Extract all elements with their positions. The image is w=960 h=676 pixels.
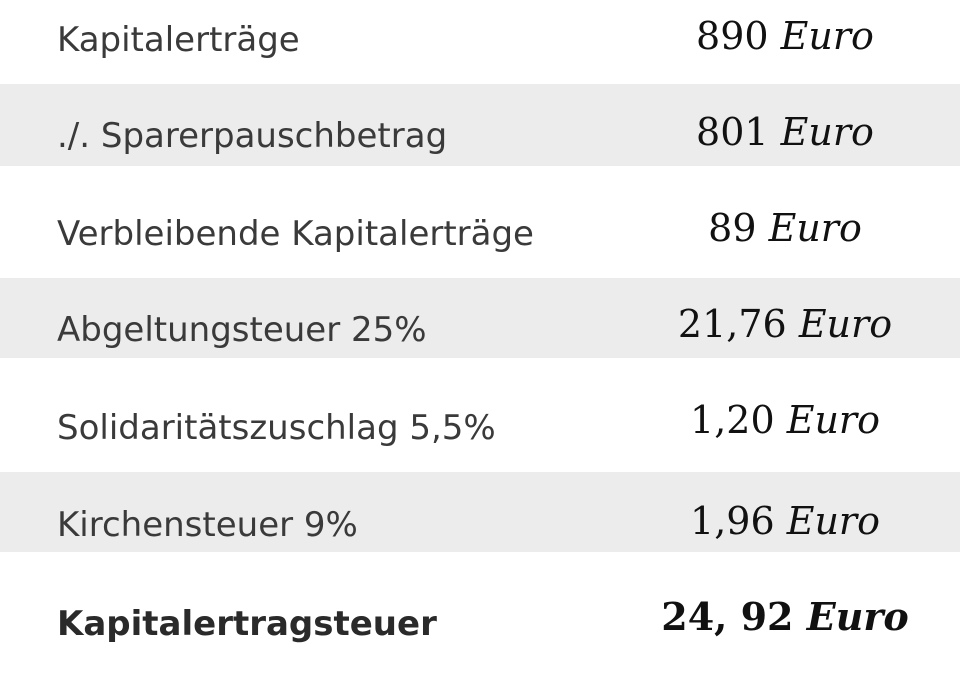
row-unit: Euro (780, 14, 874, 58)
table-row-kirchensteuer: Kirchensteuer 9% 1,96 Euro (0, 472, 960, 552)
table-row-solidaritaetszuschlag: Solidaritätszuschlag 5,5% 1,20 Euro (0, 358, 960, 472)
row-unit: Euro (786, 499, 880, 543)
table-row-kapitalertraege: Kapitalerträge 890 Euro (0, 0, 960, 84)
row-value: 1,96 Euro (620, 499, 950, 543)
row-value: 1,20 Euro (620, 398, 950, 442)
row-label: ./. Sparerpauschbetrag (57, 116, 448, 156)
row-value: 890 Euro (620, 14, 950, 58)
row-unit: Euro (786, 398, 880, 442)
table-row-sparerpauschbetrag: ./. Sparerpauschbetrag 801 Euro (0, 84, 960, 166)
row-unit: Euro (768, 206, 862, 250)
row-amount: 801 (696, 110, 769, 154)
row-value: 801 Euro (620, 110, 950, 154)
row-label: Solidaritätszuschlag 5,5% (57, 408, 496, 448)
total-value: 24, 92 Euro (620, 594, 950, 639)
total-label: Kapitalertragsteuer (57, 604, 437, 644)
table-row-total: Kapitalertragsteuer 24, 92 Euro (0, 552, 960, 676)
row-label: Kirchensteuer 9% (57, 505, 358, 545)
total-unit: Euro (806, 594, 909, 639)
table-row-abgeltungsteuer: Abgeltungsteuer 25% 21,76 Euro (0, 278, 960, 358)
row-unit: Euro (780, 110, 874, 154)
row-unit: Euro (798, 302, 893, 346)
row-amount: 1,96 (690, 499, 775, 543)
row-amount: 1,20 (690, 398, 775, 442)
row-amount: 89 (708, 206, 757, 250)
row-label: Verbleibende Kapitalerträge (57, 214, 534, 254)
row-label: Abgeltungsteuer 25% (57, 310, 427, 350)
row-value: 21,76 Euro (620, 302, 950, 346)
table-row-verbleibende: Verbleibende Kapitalerträge 89 Euro (0, 166, 960, 278)
row-amount: 890 (696, 14, 769, 58)
total-amount: 24, 92 (661, 594, 794, 639)
row-value: 89 Euro (620, 206, 950, 250)
row-amount: 21,76 (677, 302, 787, 346)
row-label: Kapitalerträge (57, 20, 300, 60)
